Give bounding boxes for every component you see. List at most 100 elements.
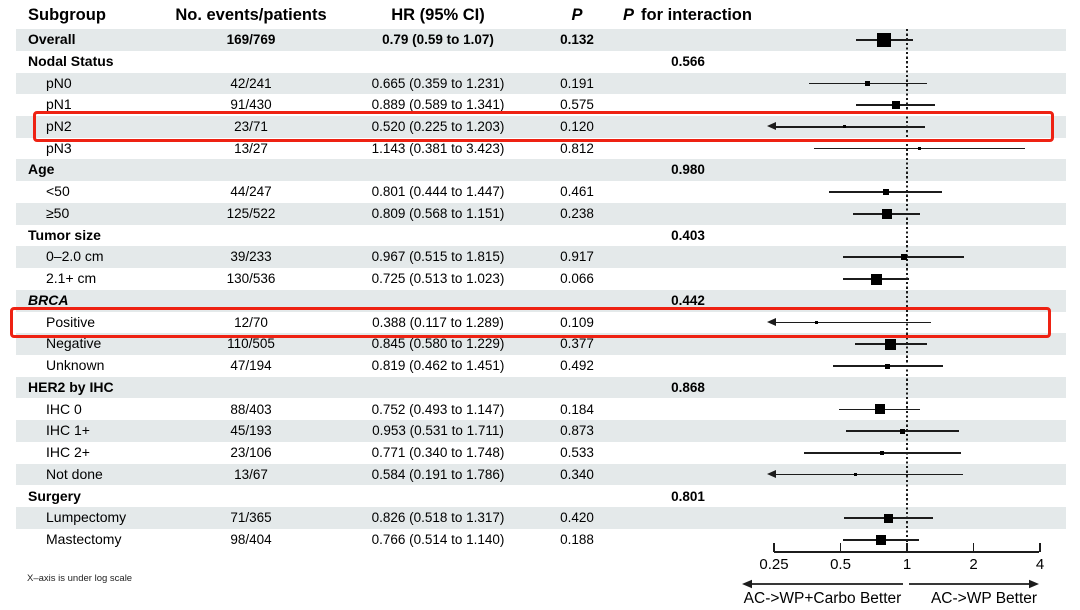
hr-marker (885, 338, 897, 350)
p-value-cell: 0.917 (560, 249, 594, 265)
row-label: Mastectomy (46, 531, 122, 547)
events-cell: 45/193 (230, 423, 272, 439)
row-label: Nodal Status (28, 52, 114, 69)
hr-marker (853, 473, 857, 477)
hr-ci-cell: 0.520 (0.225 to 1.203) (371, 119, 505, 134)
hr-marker (877, 32, 892, 47)
row-label: ≥50 (46, 204, 70, 221)
hr-ci-cell: 0.845 (0.580 to 1.229) (371, 336, 505, 352)
p-value-cell: 0.238 (560, 205, 594, 221)
hr-marker (900, 254, 907, 261)
table-row-stripe (16, 376, 1066, 399)
ci-arrow-left (767, 318, 776, 326)
hr-marker (891, 101, 900, 110)
events-cell: 23/71 (234, 119, 268, 134)
events-cell: 71/365 (230, 510, 272, 526)
table-row-stripe (16, 333, 1066, 356)
p-italic: P (623, 6, 635, 24)
hr-marker (870, 273, 882, 285)
ci-line (774, 321, 932, 324)
highlight-box (33, 111, 1054, 143)
table-row-stripe (16, 507, 1066, 529)
row-label: Age (28, 161, 55, 178)
events-cell: 23/106 (230, 445, 272, 461)
events-cell: 110/505 (227, 336, 275, 352)
p-value-cell: 0.184 (560, 401, 594, 417)
row-label: IHC 1+ (46, 422, 90, 439)
table-row-stripe (16, 159, 1066, 182)
row-label: BRCA (28, 291, 69, 308)
x-axis-tick-label: 1 (902, 556, 912, 573)
x-axis-tick (906, 543, 908, 552)
x-axis-tick-label: 0.25 (759, 556, 789, 573)
hr-marker (882, 189, 889, 195)
hr-ci-cell: 0.725 (0.513 to 1.023) (371, 271, 505, 287)
row-label: 0–2.0 cm (46, 248, 104, 265)
events-cell: 125/522 (226, 205, 276, 221)
events-cell: 47/194 (230, 358, 272, 374)
highlight-box (10, 306, 1051, 339)
col-header-events: No. events/patients (175, 6, 327, 24)
p-interaction-cell: 0.403 (671, 227, 705, 243)
table-row-stripe (16, 246, 1066, 269)
p-value-cell: 0.575 (560, 97, 594, 113)
hr-ci-cell: 0.809 (0.568 to 1.151) (371, 205, 505, 221)
x-axis-tick (972, 543, 975, 552)
hr-marker (814, 321, 818, 324)
hr-marker (880, 450, 884, 455)
axis-direction-label-left: AC->WP+Carbo Better (743, 590, 902, 607)
p-value-cell: 0.132 (560, 32, 594, 47)
p-value-cell: 0.188 (560, 532, 594, 547)
p-value-cell: 0.461 (560, 184, 594, 200)
col-header-subgroup: Subgroup (28, 6, 106, 24)
p-value-cell: 0.812 (560, 140, 594, 156)
hr-ci-cell: 0.79 (0.59 to 1.07) (382, 32, 494, 47)
row-label: IHC 0 (46, 400, 82, 417)
p-interaction-cell: 0.801 (671, 488, 705, 504)
hr-marker (881, 208, 892, 219)
x-axis-tick (839, 543, 842, 552)
hr-marker (918, 147, 922, 151)
p-interaction-cell: 0.868 (671, 379, 705, 395)
table-row-stripe (16, 420, 1066, 442)
left-direction-arrow (742, 579, 903, 589)
hr-marker (899, 428, 905, 434)
events-cell: 13/27 (234, 140, 268, 156)
events-cell: 13/67 (234, 466, 268, 482)
hr-ci-cell: 0.665 (0.359 to 1.231) (371, 75, 505, 91)
events-cell: 44/247 (230, 184, 272, 200)
p-interaction-cell: 0.566 (671, 53, 705, 69)
col-header-p: P (571, 6, 583, 24)
p-value-cell: 0.377 (560, 336, 594, 352)
reference-line (906, 29, 908, 552)
p-interaction-cell: 0.442 (671, 292, 705, 308)
table-row-stripe (16, 289, 1066, 312)
p-value-cell: 0.066 (560, 271, 594, 287)
row-label: pN1 (46, 96, 72, 113)
hr-marker (874, 404, 885, 415)
row-label: Not done (46, 465, 103, 482)
log-scale-footnote: X–axis is under log scale (27, 573, 133, 584)
row-label: HER2 by IHC (28, 378, 114, 395)
row-label: Negative (46, 335, 102, 352)
events-cell: 130/536 (226, 271, 276, 287)
x-axis-tick-label: 2 (969, 556, 978, 573)
col-header-hr: HR (95% CI) (391, 6, 485, 24)
ci-arrow-left (767, 470, 776, 479)
hr-ci-cell: 0.766 (0.514 to 1.140) (371, 532, 505, 547)
row-label: Tumor size (28, 226, 101, 243)
p-interaction-rest: for interaction (641, 6, 752, 24)
hr-ci-cell: 0.826 (0.518 to 1.317) (371, 510, 505, 526)
row-label: pN0 (46, 74, 72, 91)
row-label: pN2 (46, 118, 72, 134)
right-direction-arrow (909, 579, 1039, 589)
p-value-cell: 0.340 (560, 466, 594, 482)
ci-arrow-left (767, 122, 776, 131)
events-cell: 42/241 (230, 75, 272, 91)
row-label: <50 (46, 183, 70, 200)
row-label: Lumpectomy (46, 509, 127, 526)
events-cell: 12/70 (234, 314, 268, 330)
row-label: Surgery (28, 487, 81, 504)
